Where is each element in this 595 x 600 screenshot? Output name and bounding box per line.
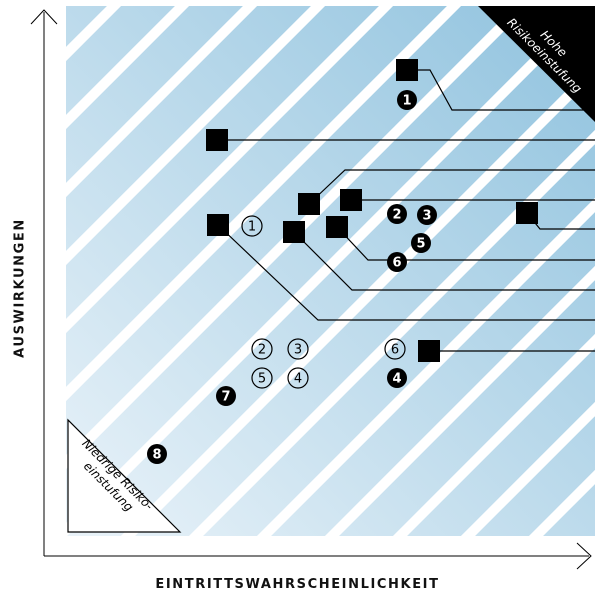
outlined-marker-circle	[287, 338, 309, 360]
diagonal-stripe	[392, 333, 595, 536]
outlined-marker-4: 4	[287, 367, 309, 389]
diagonal-stripe	[188, 129, 595, 536]
filled-marker-circle	[387, 204, 407, 224]
filled-marker-8: 8	[147, 444, 167, 464]
filled-marker-circle	[411, 233, 431, 253]
leader-line	[293, 231, 595, 291]
diagonal-stripe	[0, 0, 528, 600]
outlined-marker-circle	[241, 215, 263, 237]
square-marker	[340, 189, 362, 211]
y-axis-label: AUSWIRKUNGEN	[12, 218, 28, 358]
filled-marker-3: 3	[417, 205, 437, 225]
outlined-marker-label: 6	[391, 343, 399, 358]
diagonal-stripe	[0, 0, 460, 600]
outlined-marker-label: 1	[248, 220, 256, 235]
diagonal-stripe	[66, 6, 190, 130]
outlined-marker-6: 6	[384, 338, 406, 360]
square-markers	[206, 59, 538, 362]
filled-marker-circle	[397, 90, 417, 110]
diagonal-stripe	[0, 0, 392, 600]
outlined-marker-3: 3	[287, 338, 309, 360]
square-marker	[418, 340, 440, 362]
filled-marker-6: 6	[387, 252, 407, 272]
leader-line	[217, 224, 595, 321]
filled-marker-label: 4	[392, 372, 401, 387]
outlined-risk-markers: 1 2 3 5 4 6	[241, 215, 406, 389]
filled-marker-2: 2	[387, 204, 407, 224]
square-marker	[326, 216, 348, 238]
outlined-marker-2: 2	[251, 338, 273, 360]
outlined-marker-circle	[287, 367, 309, 389]
square-marker	[206, 129, 228, 151]
filled-marker-5: 5	[411, 233, 431, 253]
filled-marker-label: 7	[221, 390, 230, 405]
square-marker	[283, 221, 305, 243]
leader-line	[407, 69, 595, 111]
square-marker	[396, 59, 418, 81]
low-risk-corner	[67, 418, 182, 533]
filled-marker-circle	[387, 368, 407, 388]
outlined-marker-label: 5	[258, 372, 266, 387]
filled-marker-label: 8	[152, 448, 161, 463]
diagonal-stripe	[528, 469, 595, 536]
filled-marker-label: 5	[416, 237, 425, 252]
filled-marker-label: 1	[402, 94, 411, 109]
filled-marker-circle	[216, 386, 236, 406]
outlined-marker-5: 5	[251, 367, 273, 389]
leader-line	[308, 169, 595, 205]
diagonal-stripe	[256, 197, 595, 536]
diagonal-stripe	[324, 265, 595, 536]
y-axis-arrow	[30, 9, 58, 25]
outlined-marker-circle	[251, 367, 273, 389]
outlined-marker-label: 4	[294, 372, 302, 387]
filled-marker-label: 2	[392, 208, 401, 223]
filled-marker-circle	[147, 444, 167, 464]
outlined-marker-circle	[384, 338, 406, 360]
outlined-marker-label: 3	[294, 343, 302, 358]
diagonal-stripe	[0, 0, 324, 600]
outlined-marker-1: 1	[241, 215, 263, 237]
filled-marker-4: 4	[387, 368, 407, 388]
filled-marker-1: 1	[397, 90, 417, 110]
diagonal-stripe	[460, 401, 595, 536]
diagonal-stripe	[120, 61, 595, 536]
diagonal-stripe	[66, 6, 258, 198]
filled-marker-label: 3	[422, 209, 431, 224]
square-marker	[516, 202, 538, 224]
x-axis-arrow	[576, 542, 592, 570]
filled-marker-circle	[417, 205, 437, 225]
filled-marker-circle	[387, 252, 407, 272]
square-marker	[298, 193, 320, 215]
outlined-marker-circle	[251, 338, 273, 360]
filled-marker-label: 6	[392, 256, 401, 271]
filled-marker-7: 7	[216, 386, 236, 406]
square-marker	[207, 214, 229, 236]
x-axis-label: EINTRITTSWAHRSCHEINLICHKEIT	[155, 577, 440, 592]
high-risk-corner	[478, 6, 595, 122]
outlined-marker-label: 2	[258, 343, 266, 358]
